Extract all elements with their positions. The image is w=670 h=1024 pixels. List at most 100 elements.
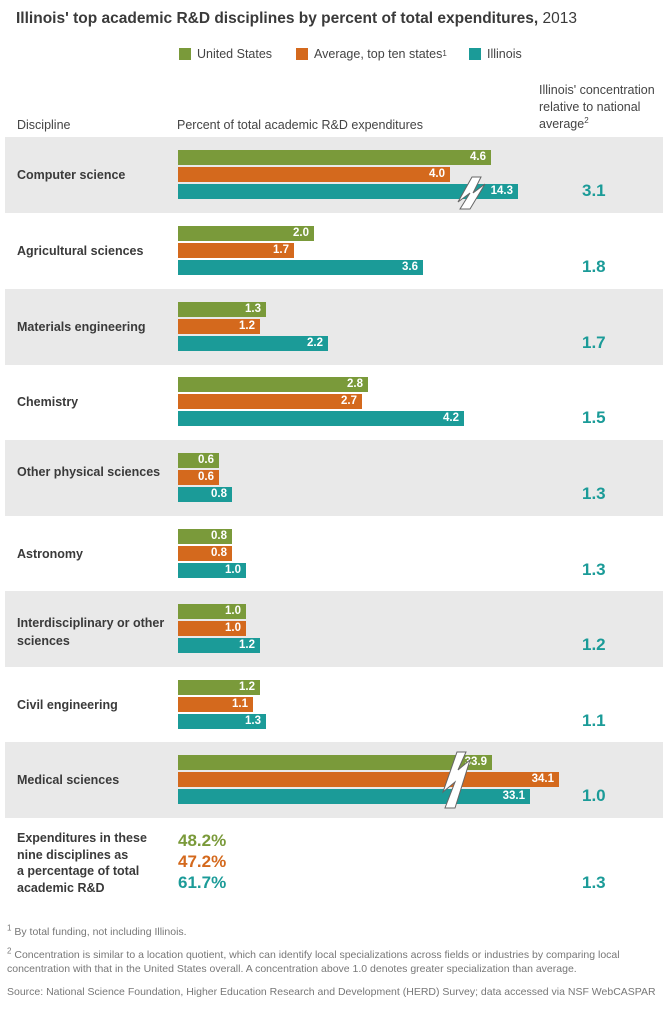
chart-title: Illinois' top academic R&D disciplines b… xyxy=(16,10,577,28)
footnote-1-text: By total funding, not including Illinois… xyxy=(14,926,187,938)
summary-label-line: nine disciplines as xyxy=(17,847,129,862)
chart-title-main: Illinois' top academic R&D disciplines b… xyxy=(16,10,539,27)
discipline-label: Astronomy xyxy=(17,547,83,561)
discipline-label: Computer science xyxy=(17,168,126,182)
summary-value-illinois: 61.7% xyxy=(178,873,227,892)
bar-united-states: 2.0 xyxy=(178,226,314,241)
bar-value-label: 1.2 xyxy=(239,320,255,332)
concentration-header-line2: relative to national xyxy=(539,100,641,114)
chart-title-year: 2013 xyxy=(542,10,577,27)
footnote-2-marker: 2 xyxy=(7,946,12,956)
bar-value-label: 1.0 xyxy=(225,622,241,634)
concentration-header: Illinois' concentration relative to nati… xyxy=(539,82,669,133)
discipline-label: Agricultural sciences xyxy=(17,244,144,258)
bar-value-label: 4.2 xyxy=(443,412,459,424)
bar-united-states: 0.8 xyxy=(178,529,232,544)
legend-item-top-ten: Average, top ten states 1 xyxy=(296,47,447,61)
axis-break-mark-medical-sciences xyxy=(441,751,471,809)
concentration-value: 1.8 xyxy=(582,257,606,276)
discipline-label: Other physical sciences xyxy=(17,465,161,479)
bar-value-label: 2.7 xyxy=(341,395,357,407)
legend-item-united-states: United States xyxy=(179,47,272,61)
row-background xyxy=(5,289,663,365)
bar-top-ten: 1.2 xyxy=(178,319,260,334)
legend-swatch-illinois xyxy=(469,48,481,60)
bar-top-ten: 0.6 xyxy=(178,470,219,485)
bar-value-label: 34.1 xyxy=(531,773,554,785)
bar-illinois: 1.3 xyxy=(178,714,266,729)
summary-label: Expenditures in these nine disciplines a… xyxy=(17,830,177,896)
bar-top-ten: 4.0 xyxy=(178,167,450,182)
legend-swatch-united-states xyxy=(179,48,191,60)
bar-united-states: 1.0 xyxy=(178,604,246,619)
discipline-label: Materials engineering xyxy=(17,320,146,334)
concentration-value: 3.1 xyxy=(582,181,606,200)
summary-concentration: 1.3 xyxy=(582,873,606,892)
bar-value-label: 2.0 xyxy=(293,227,309,239)
bar-value-label: 3.6 xyxy=(402,261,418,273)
bar-value-label: 0.6 xyxy=(198,471,214,483)
bar-value-label: 1.0 xyxy=(225,564,241,576)
bar-illinois: 33.1 xyxy=(178,789,530,804)
bar-illinois: 2.2 xyxy=(178,336,328,351)
discipline-label: Civil engineering xyxy=(17,698,118,712)
bar-top-ten: 1.0 xyxy=(178,621,246,636)
bar-value-label: 33.9 xyxy=(464,756,487,768)
legend-item-illinois: Illinois xyxy=(469,47,522,61)
bar-value-label: 1.7 xyxy=(273,244,289,256)
bar-united-states: 33.9 xyxy=(178,755,492,770)
bar-united-states: 1.3 xyxy=(178,302,266,317)
row-background xyxy=(5,591,663,667)
legend-label-illinois: Illinois xyxy=(487,47,522,61)
bar-value-label: 2.8 xyxy=(347,378,363,390)
bar-illinois: 3.6 xyxy=(178,260,423,275)
bar-value-label: 1.3 xyxy=(245,303,261,315)
concentration-footnote-ref: 2 xyxy=(584,115,589,125)
concentration-value: 1.0 xyxy=(582,786,606,805)
footnote-2-text: Concentration is similar to a location q… xyxy=(7,949,620,975)
legend-label-top-ten: Average, top ten states xyxy=(314,47,443,61)
bar-illinois: 1.0 xyxy=(178,563,246,578)
percent-header: Percent of total academic R&D expenditur… xyxy=(177,118,423,132)
legend-swatch-top-ten xyxy=(296,48,308,60)
concentration-header-line1: Illinois' concentration xyxy=(539,83,655,97)
axis-break-mark-computer-science xyxy=(457,176,486,210)
source-note: Source: National Science Foundation, Hig… xyxy=(7,986,656,998)
discipline-label: Interdisciplinary or other sciences xyxy=(17,616,165,648)
bar-united-states: 1.2 xyxy=(178,680,260,695)
bar-value-label: 1.2 xyxy=(239,681,255,693)
bar-illinois: 1.2 xyxy=(178,638,260,653)
bar-illinois: 14.3 xyxy=(178,184,518,199)
bar-value-label: 1.2 xyxy=(239,639,255,651)
legend-label-united-states: United States xyxy=(197,47,273,61)
bar-value-label: 1.1 xyxy=(232,698,248,710)
bar-top-ten: 1.7 xyxy=(178,243,294,258)
bar-value-label: 0.6 xyxy=(198,454,214,466)
concentration-value: 1.3 xyxy=(582,560,606,579)
bar-value-label: 14.3 xyxy=(490,185,513,197)
bar-top-ten: 0.8 xyxy=(178,546,232,561)
footnote-1: 1 By total funding, not including Illino… xyxy=(7,923,657,939)
summary-value-top-ten: 47.2% xyxy=(178,852,227,871)
row-background xyxy=(5,440,663,516)
summary-label-line: a percentage of total xyxy=(17,864,140,878)
footnote-1-marker: 1 xyxy=(7,923,12,933)
bar-top-ten: 1.1 xyxy=(178,697,253,712)
concentration-header-line3: average xyxy=(539,117,585,131)
bar-value-label: 33.1 xyxy=(502,790,525,802)
discipline-header: Discipline xyxy=(17,118,71,132)
bar-value-label: 0.8 xyxy=(211,488,227,500)
footnote-2: 2 Concentration is similar to a location… xyxy=(7,946,657,976)
concentration-value: 1.2 xyxy=(582,635,606,654)
bar-value-label: 1.0 xyxy=(225,605,241,617)
bar-value-label: 4.6 xyxy=(470,151,486,163)
bar-value-label: 2.2 xyxy=(307,337,323,349)
bar-united-states: 4.6 xyxy=(178,150,491,165)
discipline-label: Medical sciences xyxy=(17,773,120,787)
bar-illinois: 0.8 xyxy=(178,487,232,502)
bar-united-states: 2.8 xyxy=(178,377,368,392)
bar-value-label: 0.8 xyxy=(211,530,227,542)
bar-united-states: 0.6 xyxy=(178,453,219,468)
summary-label-line: Expenditures in these xyxy=(17,831,147,845)
